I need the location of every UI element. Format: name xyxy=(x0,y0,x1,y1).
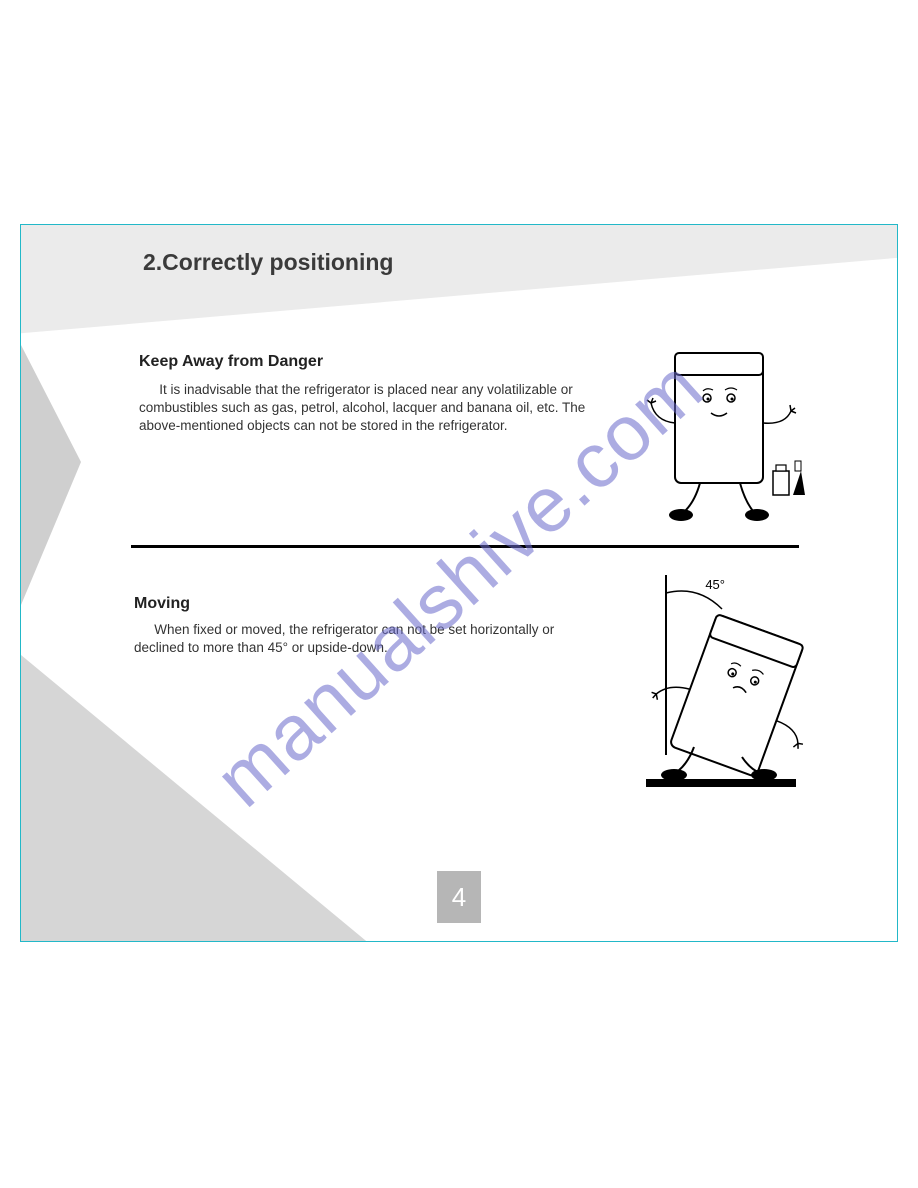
section-moving: Moving When fixed or moved, the refriger… xyxy=(134,595,594,657)
fridge-tilt-illustration xyxy=(624,575,809,790)
section-title: 2.Correctly positioning xyxy=(143,249,393,276)
decorative-triangle-lower xyxy=(21,655,371,942)
section-body: It is inadvisable that the refrigerator … xyxy=(139,381,619,436)
section-keep-away: Keep Away from Danger It is inadvisable … xyxy=(139,353,619,436)
section-heading: Moving xyxy=(134,595,594,613)
section-heading: Keep Away from Danger xyxy=(139,353,619,371)
page-number: 4 xyxy=(452,882,466,913)
fridge-danger-illustration xyxy=(645,343,805,533)
page-number-box: 4 xyxy=(437,871,481,923)
decorative-triangle-upper xyxy=(21,345,81,605)
header-band xyxy=(20,225,898,335)
manual-page-frame: 2.Correctly positioning Keep Away from D… xyxy=(20,224,898,942)
section-body: When fixed or moved, the refrigerator ca… xyxy=(134,621,594,657)
section-divider xyxy=(131,545,799,548)
